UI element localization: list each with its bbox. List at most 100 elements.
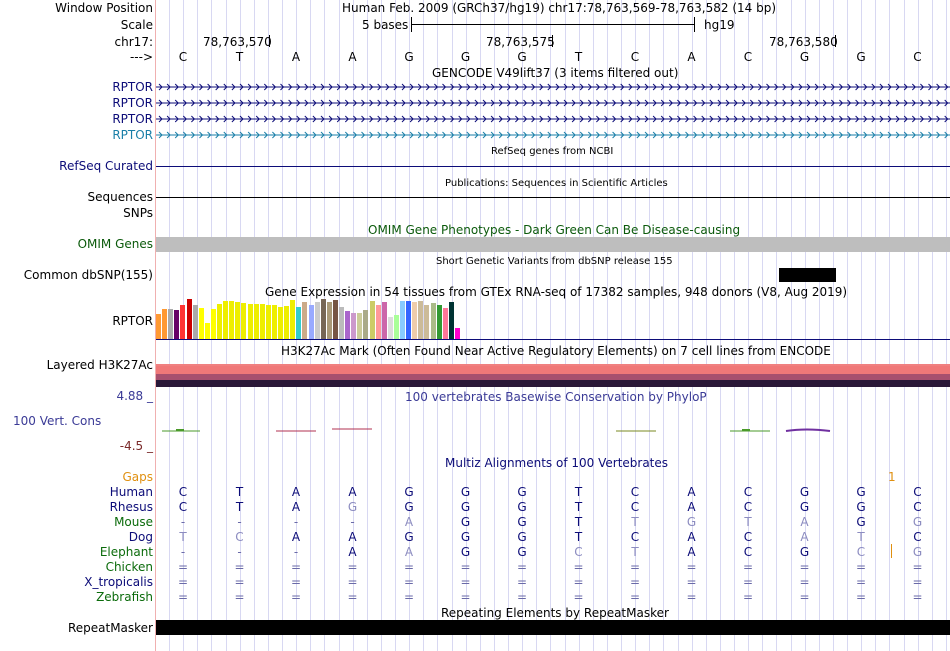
repeatmasker-label[interactable]: RepeatMasker (67, 621, 153, 635)
gtex-tissue-bar[interactable] (314, 302, 320, 339)
refseq-gene-line[interactable] (156, 166, 950, 167)
gtex-tissue-bar[interactable] (174, 310, 180, 339)
grid-line (918, 0, 919, 651)
gtex-tissue-bar[interactable] (204, 323, 210, 339)
gtex-tissue-bar[interactable] (326, 302, 332, 339)
snp-variant-block[interactable] (779, 268, 836, 282)
species-label[interactable]: Zebrafish (96, 590, 153, 604)
alignment-base: = (403, 560, 415, 574)
gtex-tissue-bar[interactable] (363, 310, 369, 339)
species-label[interactable]: Dog (128, 530, 153, 544)
gtex-tissue-bar[interactable] (302, 302, 308, 339)
refseq-label[interactable]: RefSeq Curated (59, 159, 153, 173)
gtex-tissue-bar[interactable] (381, 302, 387, 339)
gtex-tissue-bar[interactable] (162, 309, 168, 339)
phylop-label[interactable]: 100 Vert. Cons (13, 414, 102, 428)
base-letter: G (460, 50, 471, 64)
species-label[interactable]: Chicken (105, 560, 153, 574)
gaps-label[interactable]: Gaps (122, 470, 153, 484)
gtex-tissue-bar[interactable] (198, 308, 204, 339)
gtex-tissue-bar[interactable] (393, 315, 399, 339)
gencode-transcript-line[interactable] (156, 98, 950, 108)
grid-line (593, 0, 594, 651)
gtex-tissue-bar[interactable] (247, 304, 253, 339)
gtex-tissue-bar[interactable] (192, 305, 198, 339)
alignment-base: = (629, 560, 641, 574)
gencode-transcript-label[interactable]: RPTOR (112, 128, 153, 142)
gtex-tissue-bar[interactable] (357, 313, 363, 339)
gtex-tissue-bar[interactable] (320, 299, 326, 339)
gtex-tissue-bar[interactable] (375, 305, 381, 339)
omim-label[interactable]: OMIM Genes (77, 237, 153, 251)
gtex-tissue-bar[interactable] (265, 305, 271, 339)
alignment-base: G (460, 530, 471, 544)
h3k27ac-label[interactable]: Layered H3K27Ac (46, 358, 153, 372)
gtex-tissue-bar[interactable] (186, 299, 192, 339)
alignment-base: = (347, 575, 358, 589)
gtex-tissue-bar[interactable] (156, 314, 161, 339)
gtex-tissue-bar[interactable] (271, 305, 277, 339)
alignment-base: - (293, 545, 299, 559)
gtex-tissue-bar[interactable] (284, 306, 290, 339)
gtex-tissue-bar[interactable] (454, 328, 460, 339)
gtex-tissue-bar[interactable] (217, 304, 222, 339)
gtex-tissue-bar[interactable] (210, 309, 216, 339)
gtex-tissue-bar[interactable] (351, 313, 357, 339)
gtex-tissue-bar[interactable] (296, 307, 302, 339)
omim-gene-bar[interactable] (156, 237, 950, 252)
species-label[interactable]: Human (109, 485, 153, 499)
gtex-tissue-bar[interactable] (235, 302, 241, 339)
repeatmasker-element[interactable] (156, 620, 950, 635)
gtex-tissue-bar[interactable] (332, 300, 338, 339)
gtex-tissue-bar[interactable] (278, 307, 283, 339)
gtex-tissue-bar[interactable] (412, 302, 418, 339)
gtex-tissue-bar[interactable] (229, 301, 235, 339)
gtex-tissue-bar[interactable] (259, 304, 265, 339)
gencode-transcript-line[interactable] (156, 114, 950, 124)
grid-line (875, 0, 876, 651)
species-label[interactable]: Rhesus (109, 500, 153, 514)
dbsnp-label[interactable]: Common dbSNP(155) (23, 268, 153, 282)
gtex-tissue-bar[interactable] (448, 302, 454, 339)
gencode-transcript-label[interactable]: RPTOR (112, 80, 153, 94)
gencode-transcript-line[interactable] (156, 82, 950, 92)
gtex-label[interactable]: RPTOR (112, 314, 153, 328)
sequences-label[interactable]: Sequences (87, 190, 153, 204)
gtex-tissue-bar[interactable] (290, 300, 296, 339)
gtex-tissue-bar[interactable] (180, 305, 186, 339)
gencode-transcript-line[interactable] (156, 130, 950, 140)
gtex-tissue-bar[interactable] (223, 301, 229, 339)
alignment-base: = (347, 590, 358, 604)
species-label[interactable]: X_tropicalis (84, 575, 153, 589)
gtex-tissue-bar[interactable] (430, 303, 436, 339)
gtex-tissue-bar[interactable] (418, 301, 424, 339)
phylop-signal[interactable] (156, 420, 950, 440)
gtex-tissue-bar[interactable] (241, 303, 247, 339)
gtex-tissue-bar[interactable] (339, 307, 344, 339)
alignment-base: - (237, 515, 242, 529)
species-label[interactable]: Mouse (114, 515, 153, 529)
gtex-tissue-bar[interactable] (442, 308, 448, 339)
gencode-transcript-label[interactable]: RPTOR (112, 112, 153, 126)
species-label[interactable]: Elephant (99, 545, 153, 559)
publications-line[interactable] (156, 197, 950, 198)
gtex-tissue-bar[interactable] (369, 301, 375, 339)
ruler-tick (269, 35, 270, 47)
gtex-tissue-bar[interactable] (345, 311, 351, 339)
gtex-tissue-bar[interactable] (400, 301, 405, 339)
base-letter: T (235, 50, 244, 64)
gtex-tissue-bar[interactable] (424, 305, 430, 339)
alignment-base: - (237, 545, 242, 559)
gtex-tissue-bar[interactable] (406, 301, 412, 339)
gtex-tissue-bar[interactable] (436, 305, 442, 339)
gtex-tissue-bar[interactable] (253, 304, 259, 339)
gtex-tissue-bar[interactable] (387, 317, 393, 339)
alignment-base: C (743, 530, 753, 544)
snps-label[interactable]: SNPs (123, 206, 153, 220)
gtex-tissue-bar[interactable] (168, 309, 174, 339)
gtex-tissue-bar[interactable] (308, 305, 314, 339)
alignment-base: = (403, 590, 415, 604)
alignment-base: G (856, 500, 866, 514)
gencode-transcript-label[interactable]: RPTOR (112, 96, 153, 110)
